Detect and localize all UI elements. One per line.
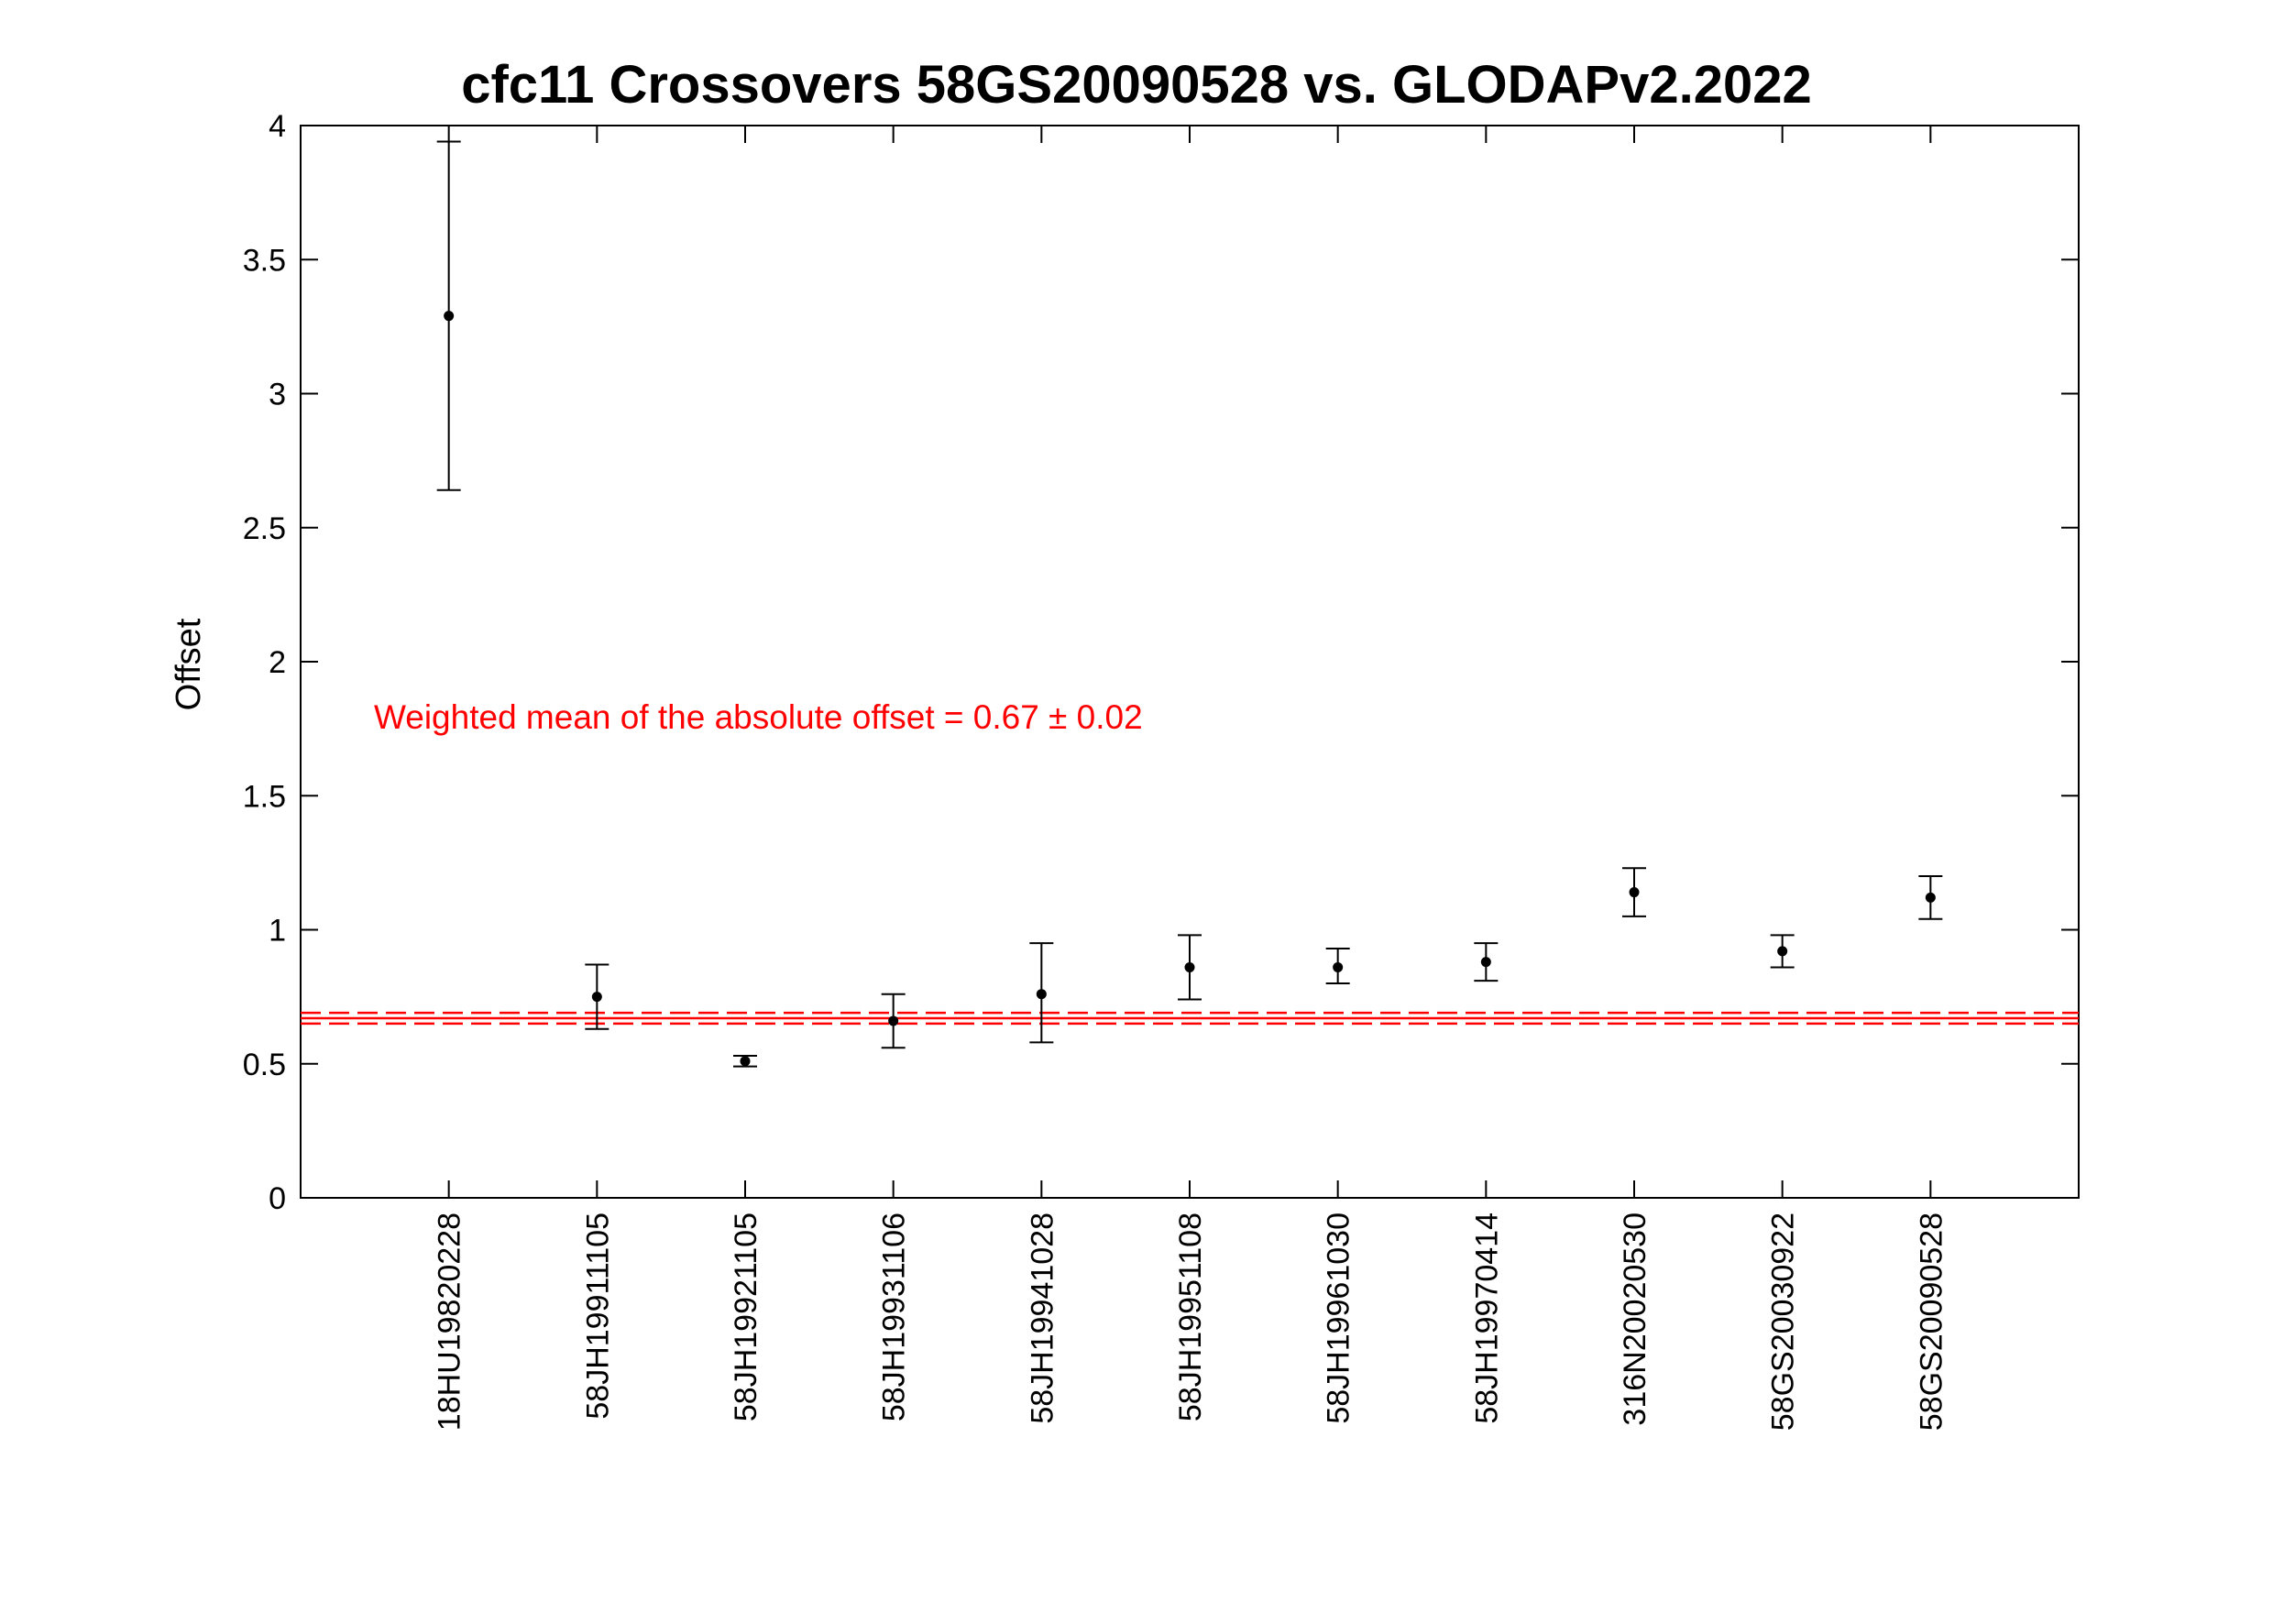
data-point: [1036, 989, 1047, 1000]
data-point: [444, 311, 455, 322]
data-point: [1777, 946, 1788, 957]
x-tick-label: 58JH19931106: [877, 1213, 912, 1421]
x-tick-label: 316N20020530: [1618, 1213, 1653, 1426]
weighted-mean-annotation: Weighted mean of the absolute offset = 0…: [374, 698, 1143, 736]
x-tick-label: 58JH19921105: [729, 1213, 763, 1421]
x-tick-label: 58GS20090528: [1914, 1213, 1949, 1431]
x-tick-label: 58JH19941028: [1025, 1213, 1060, 1424]
data-point: [888, 1015, 899, 1026]
y-tick-label: 0.5: [243, 1048, 286, 1082]
x-tick-label: 18HU19820228: [433, 1213, 467, 1431]
data-point: [1925, 892, 1936, 903]
y-tick-label: 2: [269, 645, 286, 680]
plot-area: 0 0.5 1 1.5 2 2.5 3 3.5 4 18HU19820228 58JH1991110…: [243, 109, 2080, 1431]
x-tick-label: 58JH19970414: [1469, 1213, 1504, 1424]
y-tick-label: 1: [269, 914, 286, 949]
y-tick-label: 4: [269, 109, 286, 144]
data-point: [1480, 957, 1491, 968]
chart-title: cfc11 Crossovers 58GS20090528 vs. GLODAP…: [461, 55, 1812, 115]
x-tick-label: 58JH19961030: [1322, 1213, 1356, 1424]
x-tick-label: 58JH19951108: [1173, 1213, 1208, 1421]
y-tick-label: 3.5: [243, 243, 286, 278]
y-tick-label: 0: [269, 1181, 286, 1216]
data-point: [591, 992, 602, 1003]
y-tick-label: 2.5: [243, 511, 286, 546]
data-point: [1629, 887, 1640, 898]
data-point: [1333, 961, 1344, 972]
y-tick-label: 1.5: [243, 779, 286, 814]
x-tick-label: 58GS20030922: [1766, 1213, 1801, 1431]
data-point: [1184, 961, 1195, 972]
x-tick-label: 58JH19911105: [580, 1213, 615, 1420]
y-axis-label: Offset: [170, 618, 208, 710]
data-point: [740, 1056, 751, 1067]
plot-frame: [300, 125, 2080, 1199]
y-tick-label: 3: [269, 378, 286, 412]
